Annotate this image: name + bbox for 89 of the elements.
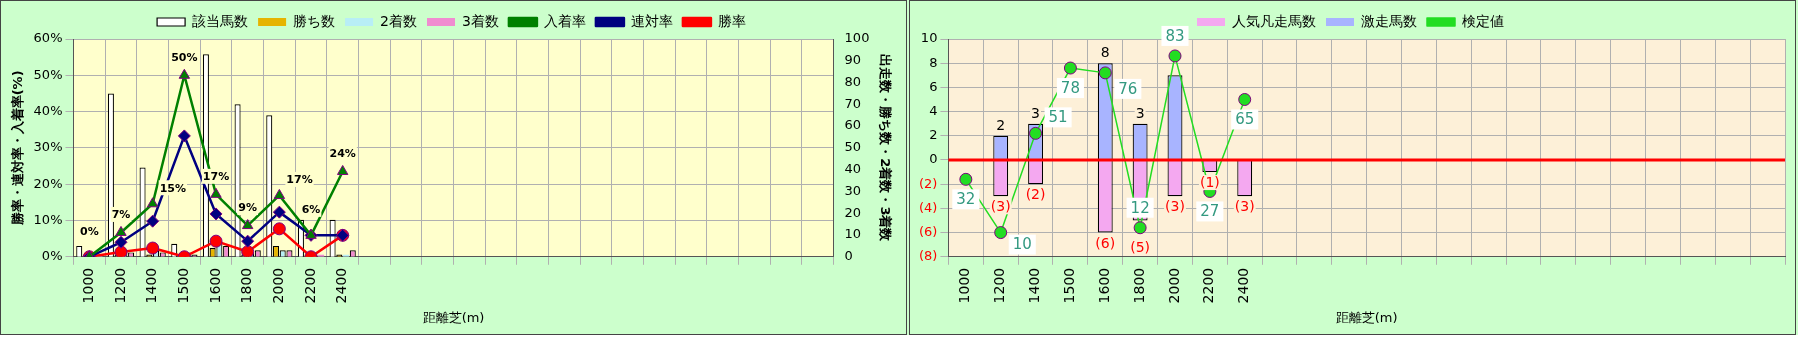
data-label: 65: [1235, 110, 1255, 129]
data-label: 51: [1048, 108, 1068, 127]
x-tick-label: 1200: [111, 267, 128, 304]
data-label: 10: [1012, 235, 1032, 254]
x-tick-label: 2400: [1235, 267, 1252, 304]
y2-axis-title: 出走数・勝ち数・2着数・3着数: [877, 54, 893, 243]
y2-tick-label: 30: [844, 182, 862, 198]
y-axis-title: 勝率・連対率・入着率(%): [10, 70, 26, 227]
data-label: 6%: [301, 203, 321, 217]
x-tick-label: 1500: [174, 267, 191, 304]
y-tick-label: 60%: [33, 30, 63, 46]
x-tick-label: 2000: [269, 267, 286, 304]
x-tick-label: 1800: [1130, 267, 1147, 304]
y-tick-label: 0%: [41, 248, 63, 264]
y-tick-label: 2: [929, 127, 938, 143]
y-tick-label: 0: [929, 151, 938, 167]
data-label: 83: [1165, 26, 1185, 45]
legend-label: 勝ち数: [293, 12, 336, 29]
data-label: (6): [1095, 234, 1116, 251]
y-tick-label: 40%: [33, 102, 63, 118]
y2-tick-label: 0: [844, 248, 853, 264]
y-tick-label: 20%: [33, 175, 63, 191]
data-label: 15%: [159, 181, 187, 195]
y2-tick-label: 70: [844, 95, 862, 111]
data-label: 32: [956, 190, 976, 209]
y-tick-label: 10: [920, 30, 938, 46]
legend-label: 2着数: [380, 12, 418, 29]
y2-tick-label: 90: [844, 52, 862, 68]
x-tick-label: 1600: [206, 267, 223, 304]
legend-label: 3着数: [462, 12, 499, 29]
legend-label: 激走馬数: [1361, 12, 1417, 29]
data-label: (2): [1025, 186, 1046, 203]
x-tick-label: 2200: [301, 267, 318, 304]
x-tick-label: 1000: [956, 267, 973, 304]
y2-tick-label: 80: [844, 73, 862, 89]
data-label: 27: [1200, 202, 1220, 221]
data-label: (3): [1234, 198, 1255, 215]
legend-label: 入着率: [543, 12, 586, 29]
x-tick-label: 1800: [238, 267, 255, 304]
x-tick-label: 1400: [1026, 267, 1043, 304]
y-tick-label: 6: [929, 78, 938, 94]
x-tick-label: 2200: [1200, 267, 1217, 304]
y2-tick-label: 20: [844, 204, 862, 220]
y2-tick-label: 50: [844, 139, 862, 155]
x-axis-title: 距離芝(m): [422, 309, 485, 325]
data-label: 76: [1118, 79, 1138, 98]
data-label: 12: [1130, 198, 1150, 217]
data-label: (1): [1199, 174, 1220, 191]
y-tick-label: (4): [918, 199, 938, 215]
y-tick-label: 10%: [33, 211, 63, 227]
data-label: 3: [1135, 104, 1145, 121]
legend-label: 連対率: [630, 12, 673, 29]
legend-label: 人気凡走馬数: [1232, 12, 1316, 29]
data-label: 17%: [202, 170, 230, 184]
x-tick-label: 1500: [1061, 267, 1078, 304]
y2-tick-label: 40: [844, 161, 862, 177]
data-label: 17%: [286, 173, 313, 187]
data-label: (5): [1130, 238, 1151, 255]
x-tick-label: 2000: [1165, 267, 1182, 304]
y-tick-label: (8): [918, 248, 938, 264]
x-tick-label: 2400: [333, 267, 350, 304]
y-tick-label: (2): [918, 175, 938, 191]
y-tick-label: (6): [918, 223, 938, 239]
data-label: 78: [1060, 78, 1080, 97]
y-tick-label: 50%: [33, 66, 63, 82]
y2-tick-label: 100: [844, 30, 870, 46]
data-label: (3): [990, 198, 1011, 215]
data-label: 7%: [111, 208, 131, 222]
x-tick-label: 1200: [991, 267, 1008, 304]
data-label: 0%: [79, 224, 99, 238]
y2-tick-label: 60: [844, 117, 862, 133]
data-label: 2: [996, 116, 1006, 133]
y-tick-label: 8: [929, 54, 938, 70]
legend-label: 該当馬数: [192, 12, 249, 29]
data-label: (3): [1165, 198, 1185, 215]
y-tick-label: 30%: [33, 139, 63, 155]
x-tick-label: 1400: [143, 267, 160, 304]
y-tick-label: 4: [929, 102, 938, 118]
legend-label: 検定値: [1462, 12, 1504, 29]
legend-label: 勝率: [717, 12, 746, 29]
y2-tick-label: 10: [844, 226, 862, 242]
data-label: 9%: [238, 201, 258, 215]
x-axis-title: 距離芝(m): [1335, 309, 1398, 325]
data-label: 3: [1031, 104, 1041, 121]
data-label: 24%: [329, 147, 356, 161]
x-tick-label: 1000: [79, 267, 96, 304]
x-tick-label: 1600: [1095, 267, 1112, 304]
data-label: 8: [1100, 44, 1110, 61]
data-label: 50%: [171, 51, 198, 65]
